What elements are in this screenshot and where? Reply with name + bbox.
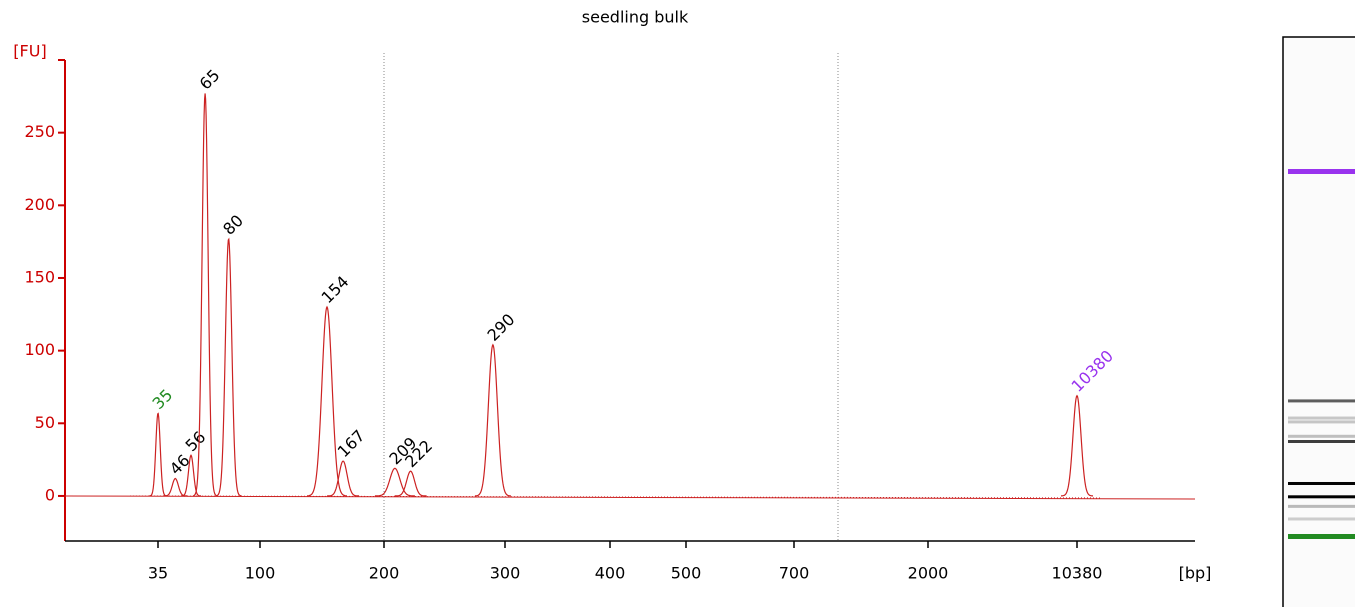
gel-band	[1288, 481, 1355, 485]
x-tick-label: 100	[245, 564, 276, 583]
peak-label: 80	[219, 211, 247, 239]
peak-label: 56	[182, 427, 210, 455]
peak-label: 154	[318, 272, 353, 307]
peak	[327, 460, 360, 497]
gel-band	[1288, 416, 1355, 420]
gel-band	[1288, 534, 1355, 539]
peak	[394, 470, 427, 497]
peak-label: 10380	[1068, 346, 1117, 395]
x-tick-label: 35	[148, 564, 168, 583]
x-tick-label: 10380	[1052, 564, 1103, 583]
x-tick-label: 300	[490, 564, 521, 583]
peak-label: 35	[149, 385, 177, 413]
y-tick-label: 250	[24, 122, 55, 141]
x-axis-label: [bp]	[1179, 564, 1212, 583]
y-tick-label: 50	[35, 413, 55, 432]
y-tick-label: 0	[45, 485, 55, 504]
gel-lane	[1282, 36, 1355, 607]
gel-band	[1288, 399, 1355, 403]
peak	[163, 477, 188, 497]
x-tick-label: 700	[779, 564, 810, 583]
peak	[474, 343, 511, 497]
peak	[149, 412, 167, 497]
gel-band	[1288, 434, 1355, 438]
x-tick-label: 200	[369, 564, 400, 583]
gel-band	[1288, 504, 1355, 508]
chart-title: seedling bulk	[582, 8, 689, 27]
peak-label: 167	[334, 426, 369, 461]
peak	[307, 305, 347, 497]
baseline	[64, 495, 1196, 500]
y-tick-label: 100	[24, 340, 55, 359]
gel-band	[1288, 420, 1355, 424]
peak	[374, 467, 415, 497]
peak	[1061, 394, 1093, 497]
x-tick-label: 2000	[908, 564, 949, 583]
gel-band	[1288, 517, 1355, 521]
gel-band	[1288, 495, 1355, 499]
gel-band	[1288, 439, 1355, 443]
y-axis-label: [FU]	[13, 42, 46, 61]
x-tick-label: 500	[671, 564, 702, 583]
peak-label: 65	[196, 66, 224, 94]
peak-label: 290	[483, 310, 518, 345]
y-tick-label: 150	[24, 267, 55, 286]
y-tick-label: 200	[24, 195, 55, 214]
peak	[181, 454, 201, 497]
gel-band	[1288, 169, 1355, 174]
peak	[192, 93, 218, 497]
peak	[215, 237, 242, 497]
x-tick-label: 400	[595, 564, 626, 583]
